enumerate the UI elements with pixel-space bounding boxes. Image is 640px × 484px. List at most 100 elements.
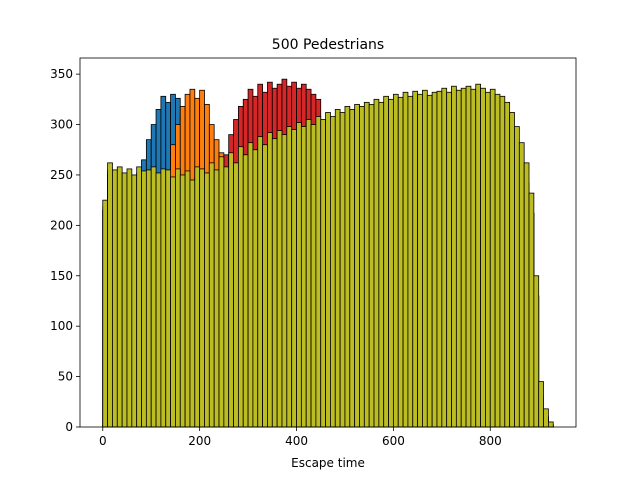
bar: [107, 162, 113, 428]
bar: [431, 91, 438, 428]
bar: [339, 112, 346, 428]
bar: [412, 90, 419, 428]
bar: [388, 98, 394, 428]
bar: [518, 142, 525, 428]
bar: [296, 122, 302, 428]
bar: [359, 105, 365, 428]
bar: [257, 136, 264, 428]
y-tick-label: 0: [65, 420, 73, 434]
bar: [330, 116, 336, 428]
bar: [228, 152, 234, 428]
bar: [538, 381, 544, 428]
bar: [286, 126, 293, 428]
bar: [528, 192, 535, 428]
bar: [237, 146, 244, 428]
bar: [470, 88, 477, 428]
bar: [233, 162, 239, 428]
bar: [170, 176, 176, 428]
bar: [547, 421, 554, 428]
bar: [315, 116, 322, 428]
bar: [189, 179, 196, 428]
chart-title: 500 Pedestrians: [272, 37, 384, 53]
bar: [334, 109, 341, 428]
bar: [223, 166, 230, 428]
bar: [436, 90, 443, 428]
bar: [252, 149, 259, 428]
bar: [267, 132, 273, 428]
y-tick-label: 250: [50, 168, 73, 182]
bar: [116, 166, 123, 428]
bar: [184, 170, 191, 428]
bar: [160, 168, 167, 428]
bar: [179, 174, 186, 428]
bar: [208, 162, 215, 428]
bar: [383, 95, 389, 428]
y-tick-label: 100: [50, 319, 73, 333]
bar: [446, 91, 452, 428]
bar: [175, 168, 181, 428]
x-axis-label: Escape time: [291, 456, 365, 470]
bar: [204, 172, 210, 428]
bar: [465, 85, 472, 428]
bar: [213, 169, 220, 428]
bar: [378, 101, 385, 428]
bar: [145, 169, 152, 428]
bar: [489, 88, 496, 428]
bar: [417, 93, 423, 428]
bar: [199, 168, 205, 428]
bar: [242, 154, 249, 428]
bar: [368, 103, 375, 428]
bar: [325, 112, 331, 428]
bar: [276, 130, 283, 428]
bar: [165, 169, 171, 428]
bar: [509, 112, 515, 428]
bar: [310, 124, 317, 428]
bar: [320, 119, 326, 428]
bar: [155, 172, 162, 428]
bar: [218, 156, 225, 428]
bar: [349, 109, 356, 428]
y-tick-label: 50: [58, 370, 73, 384]
bar: [136, 166, 142, 428]
bar: [363, 101, 370, 428]
bar: [281, 134, 288, 428]
bar: [407, 95, 414, 428]
bar: [397, 96, 404, 428]
bar: [150, 166, 157, 428]
bar: [141, 170, 147, 428]
bar: [373, 98, 380, 428]
bar: [262, 144, 268, 428]
bar: [126, 168, 133, 428]
x-tick-label: 200: [188, 434, 211, 448]
bar: [523, 162, 530, 428]
bar: [441, 87, 448, 428]
bar: [354, 103, 360, 428]
x-tick-label: 0: [99, 434, 107, 448]
bar: [102, 199, 109, 428]
bar: [504, 101, 511, 428]
bar: [514, 126, 520, 428]
x-tick-label: 600: [382, 434, 405, 448]
bar: [247, 142, 254, 428]
bar: [480, 87, 486, 428]
bar: [300, 126, 307, 428]
y-tick-label: 200: [50, 218, 73, 232]
bar: [426, 94, 433, 428]
bar: [131, 174, 138, 428]
y-tick-label: 300: [50, 118, 73, 132]
bar: [112, 169, 118, 428]
bar: [494, 93, 501, 428]
bar: [194, 166, 201, 428]
y-tick-label: 150: [50, 269, 73, 283]
bar: [475, 83, 481, 428]
bar: [121, 172, 128, 428]
bar: [543, 408, 549, 428]
bar: [402, 91, 409, 428]
bar: [451, 85, 457, 428]
bar: [305, 119, 312, 428]
bar: [485, 91, 491, 428]
bar: [499, 95, 506, 428]
bar: [455, 89, 462, 428]
y-tick-label: 350: [50, 67, 73, 81]
